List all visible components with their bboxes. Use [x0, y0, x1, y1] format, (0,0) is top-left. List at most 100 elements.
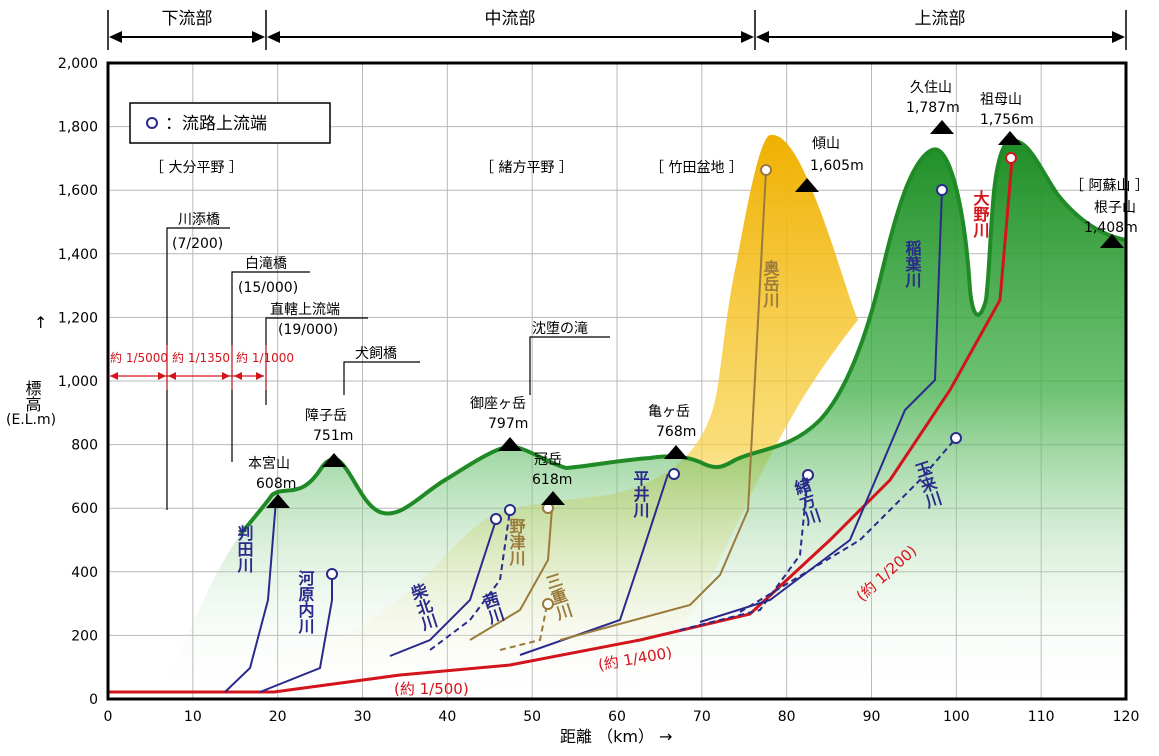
x-tick-label: 110: [1028, 709, 1055, 725]
peak-kuju-icon: [930, 120, 954, 134]
peak-katamuki-name: 傾山: [812, 136, 840, 152]
x-tick-label: 40: [438, 709, 456, 725]
peak-goza-elev: 797m: [488, 416, 528, 432]
peak-sobo-name: 祖母山: [980, 92, 1022, 108]
x-tick-label: 70: [693, 709, 711, 725]
section-lower: 下流部: [162, 9, 213, 29]
river-hanta: 判田川: [235, 524, 255, 574]
gradient-2: 約 1/1350: [172, 350, 230, 365]
kawaranai-river-line: [259, 574, 333, 693]
okudake-river-line: [559, 169, 767, 641]
y-axis-label: 標高: [23, 380, 42, 412]
slope-500: (約 1/500): [394, 680, 469, 698]
x-tick-label: 120: [1113, 709, 1140, 725]
gradient-3: 約 1/1000: [236, 350, 294, 365]
river-okudake: 奥岳川: [761, 259, 781, 309]
peak-goza-icon: [498, 437, 522, 451]
peak-katamuki-icon: [795, 178, 819, 192]
bridge-shirataki-grade: (15/000): [238, 280, 298, 296]
peak-kame-name: 亀ヶ岳: [648, 404, 690, 420]
main-river-line: [108, 159, 1014, 694]
peak-neko-elev: 1,408m: [1084, 220, 1138, 236]
river-ono: 大野川: [971, 189, 991, 239]
peak-shoji-elev: 751m: [313, 428, 353, 444]
shiba-river-line: [389, 519, 497, 657]
y-tick-label: 0: [89, 692, 98, 708]
peak-kuju-elev: 1,787m: [906, 100, 960, 116]
akane-river-line: [429, 509, 511, 651]
peak-markers: [266, 120, 1124, 508]
peak-katamuki-elev: 1,605m: [810, 158, 864, 174]
x-tick-label: 50: [523, 709, 541, 725]
x-tick-label: 10: [184, 709, 202, 725]
gradient-markers: 約 1/5000 約 1/1350 約 1/1000: [110, 345, 294, 390]
y-tick-label: 1,000: [58, 374, 98, 390]
river-kawaranai: 河原内川: [296, 569, 316, 635]
y-tick-label: 400: [71, 565, 98, 581]
x-tick-label: 20: [269, 709, 287, 725]
tamarai-river-line: [739, 437, 957, 613]
peak-goza-name: 御座ヶ岳: [470, 396, 526, 412]
bridge-kawazoe: 川添橋: [178, 212, 220, 228]
peak-hongu-elev: 608m: [256, 476, 296, 492]
inaba-river-line: [699, 189, 943, 623]
river-lines: [108, 159, 1014, 694]
bridge-shirataki: 白滝橋: [245, 256, 287, 272]
plot-frame: [106, 61, 1128, 701]
y-tick-label: 2,000: [58, 56, 98, 72]
peak-kanmuri-name: 冠岳: [534, 452, 562, 468]
mie-river-line: [499, 599, 549, 651]
chinda-falls: 沈堕の滝: [532, 320, 588, 337]
y-axis-arrow: ↑: [34, 313, 47, 332]
hanta-river-line: [224, 499, 277, 693]
plain-aso: ［ 阿蘇山 ］: [1070, 178, 1149, 194]
river-notsu: 野津川: [507, 518, 527, 567]
ogata-river-line: [679, 474, 809, 631]
upstream-end-icon: [146, 117, 158, 129]
x-tick-label: 90: [863, 709, 881, 725]
y-tick-label: 200: [71, 628, 98, 644]
peak-sobo-elev: 1,756m: [980, 112, 1034, 128]
x-axis-label: 距離 （km） →: [560, 727, 672, 746]
section-middle: 中流部: [485, 9, 536, 29]
bridge-inukai: 犬飼橋: [355, 346, 397, 362]
x-tick-label: 0: [104, 709, 113, 725]
section-upper: 上流部: [915, 9, 966, 29]
x-tick-label: 30: [354, 709, 372, 725]
y-tick-label: 600: [71, 501, 98, 517]
peak-kuju-name: 久住山: [910, 80, 952, 96]
y-tick-label: 1,800: [58, 120, 98, 136]
peak-sobo-icon: [998, 131, 1022, 145]
peak-hongu-name: 本宮山: [248, 456, 290, 472]
legend-text: ：流路上流端: [165, 114, 267, 134]
peak-kame-elev: 768m: [656, 424, 696, 440]
x-axis-ticks: 0 10 20 30 40 50 60 70 80 90 100 110 120: [104, 709, 1140, 725]
y-axis-ticks: 0 200 400 600 800 1,000 1,200 1,400 1,600 1,800 2,…: [58, 56, 98, 708]
legend: ：流路上流端: [129, 102, 331, 144]
bridge-kawazoe-grade: (7/200): [172, 236, 223, 252]
peak-kanmuri-icon: [541, 491, 565, 505]
x-tick-label: 80: [778, 709, 796, 725]
peak-neko-icon: [1100, 234, 1124, 248]
plain-taketa: ［ 竹田盆地 ］: [650, 160, 743, 176]
bridge-chokkatsu-grade: (19/000): [278, 322, 338, 338]
bridge-chokkatsu: 直轄上流端: [270, 301, 340, 318]
plain-ogata: ［ 緒方平野 ］: [480, 160, 573, 176]
river-hirai: 平井川: [631, 470, 651, 519]
y-tick-label: 800: [71, 438, 98, 454]
y-tick-label: 1,400: [58, 247, 98, 263]
river-inaba: 稲葉川: [903, 239, 923, 289]
x-tick-label: 100: [943, 709, 970, 725]
peak-neko-name: 根子山: [1094, 200, 1136, 216]
x-tick-label: 60: [608, 709, 626, 725]
station-lines: [166, 227, 610, 510]
gradient-1: 約 1/5000: [110, 350, 168, 365]
peak-kanmuri-elev: 618m: [532, 472, 572, 488]
plain-oita: ［ 大分平野 ］: [150, 160, 243, 176]
peak-shoji-icon: [322, 453, 346, 467]
peak-kame-icon: [664, 445, 688, 459]
y-tick-label: 1,200: [58, 310, 98, 326]
y-axis-unit: (E.L.m): [6, 412, 56, 428]
